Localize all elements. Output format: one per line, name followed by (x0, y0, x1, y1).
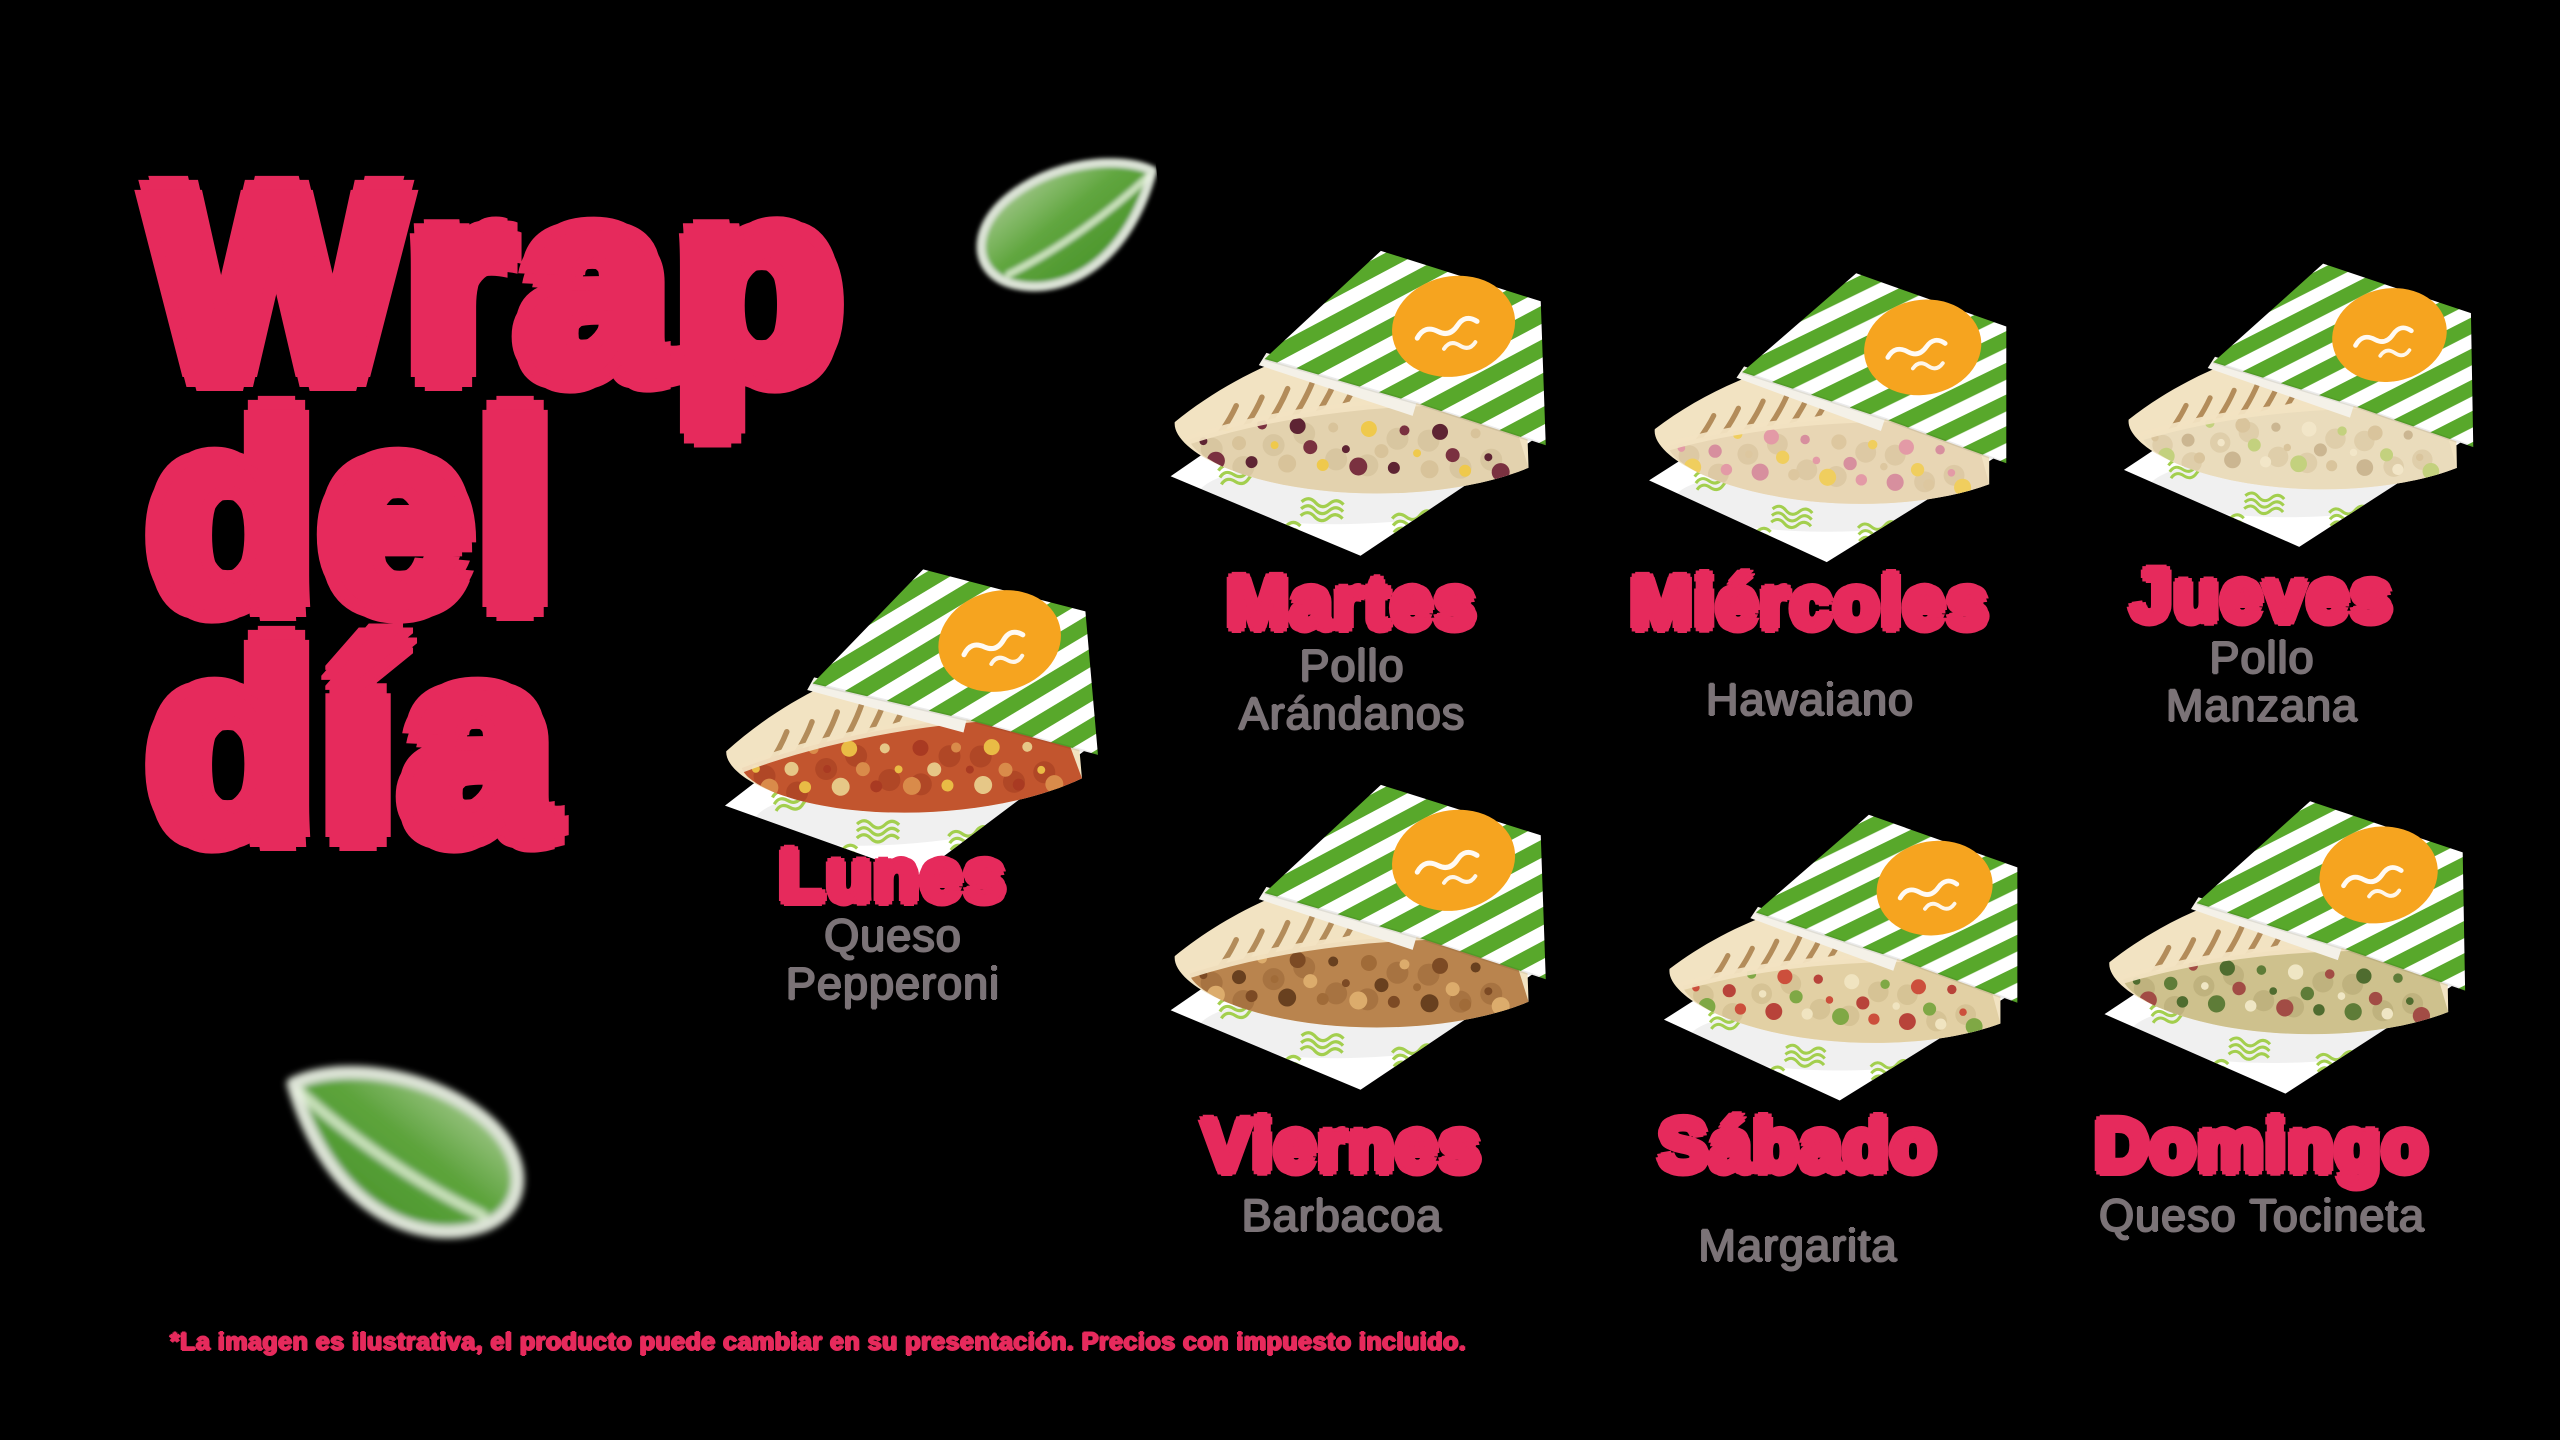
wrap-photo-viernes (1145, 765, 1556, 1099)
wrap-illustration (1170, 250, 1547, 556)
page-title: Wrap del día (148, 131, 848, 895)
wrap-illustration (2123, 263, 2474, 547)
item-label-jueves: Pollo Manzana (2165, 632, 2359, 731)
wrap-illustration (2104, 801, 2466, 1094)
striped-wrapper (807, 569, 1099, 757)
wrap-photo-domingo (2083, 785, 2472, 1099)
disclaimer: *La imagen es ilustrativa, el producto p… (170, 1328, 1467, 1356)
brand-logo (2332, 288, 2447, 383)
item-label-viernes: Barbacoa (1241, 1190, 1443, 1241)
item-label-miercoles: Hawaiano (1705, 674, 1915, 725)
brand-logo (2319, 826, 2438, 924)
striped-wrapper (1750, 814, 2018, 1005)
striped-wrapper (1258, 784, 1547, 981)
striped-wrapper (1258, 250, 1547, 447)
day-label-jueves: Jueves (2130, 554, 2394, 637)
item-label-sabado: Margarita (1698, 1220, 1898, 1271)
brand-logo (1864, 299, 1982, 396)
wrap-illustration (1649, 273, 2007, 563)
wrap-photo-miercoles (1632, 260, 2012, 564)
striped-wrapper (2207, 263, 2474, 449)
wrap-illustration (1663, 814, 2018, 1101)
brand-logo (1392, 809, 1516, 911)
brand-logo (1392, 275, 1516, 377)
wrap-photo-martes (1145, 231, 1556, 565)
day-label-sabado: Sábado (1658, 1104, 1938, 1187)
wrap-photo-jueves (2103, 248, 2480, 552)
item-label-martes: Pollo Arándanos (1238, 640, 1466, 739)
wrap-photo-sabado (1647, 802, 2023, 1103)
wrap-illustration (1170, 784, 1547, 1090)
striped-wrapper (1736, 273, 2007, 465)
day-label-miercoles: Miércoles (1630, 561, 1990, 644)
day-label-lunes: Lunes (779, 834, 1007, 917)
item-label-lunes: Queso Pepperoni (785, 910, 1001, 1009)
wrap-photo-lunes (687, 541, 1113, 895)
day-label-viernes: Viernes (1201, 1104, 1483, 1187)
brand-logo (938, 590, 1061, 692)
brand-logo (1876, 840, 1993, 936)
leaf-top-image (976, 158, 1158, 292)
item-label-domingo: Queso Tocineta (2099, 1190, 2425, 1241)
day-label-martes: Martes (1226, 561, 1478, 644)
striped-wrapper (2191, 801, 2466, 992)
day-label-domingo: Domingo (2094, 1104, 2430, 1187)
wrap-illustration (724, 569, 1099, 875)
leaf-bottom-image (286, 1065, 525, 1239)
